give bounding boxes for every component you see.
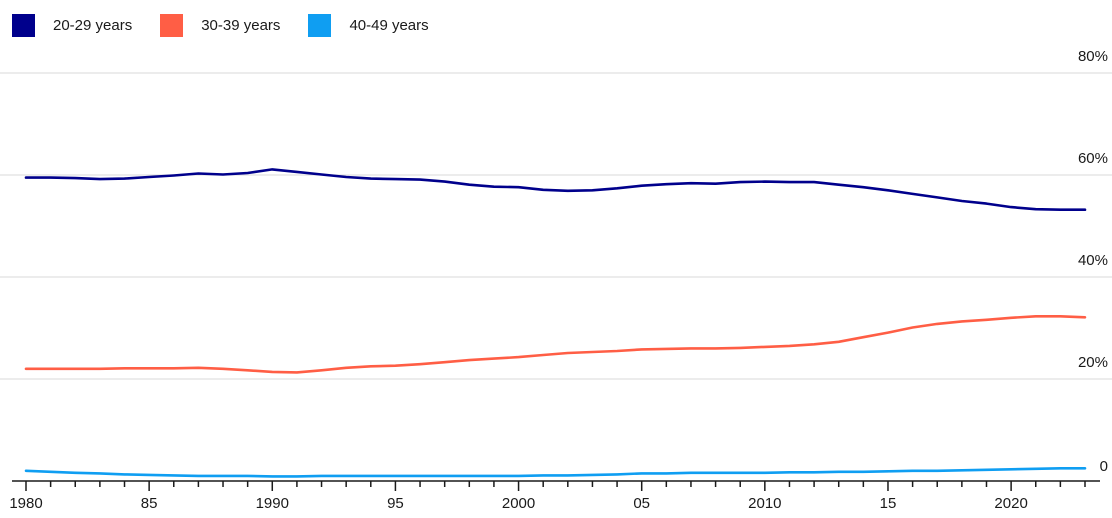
- x-tick-label: 05: [633, 495, 650, 512]
- series-lines: [24, 168, 1087, 478]
- chart-legend: 20-29 years 30-39 years 40-49 years: [12, 14, 457, 37]
- legend-swatch-40-49: [308, 14, 332, 37]
- x-tick-label: 2020: [994, 495, 1027, 512]
- x-tick-label: 1990: [256, 495, 289, 512]
- legend-item-30-39: 30-39 years: [160, 14, 280, 37]
- y-tick-label: 20%: [1078, 354, 1108, 371]
- legend-swatch-20-29: [12, 14, 35, 37]
- legend-item-40-49: 40-49 years: [308, 14, 429, 37]
- y-tick-label: 80%: [1078, 48, 1108, 65]
- gridlines: [0, 72, 1112, 380]
- x-tick-label: 85: [141, 495, 158, 512]
- y-tick-label: 0: [1100, 458, 1108, 475]
- x-axis: 1980 85 1990 95 2000 05 2010 15 2020: [9, 480, 1100, 512]
- y-tick-label: 40%: [1078, 252, 1108, 269]
- x-tick-label: 1980: [9, 495, 42, 512]
- legend-label-30-39: 30-39 years: [201, 17, 281, 34]
- legend-item-20-29: 20-29 years: [12, 14, 132, 37]
- x-tick-label: 2010: [748, 495, 781, 512]
- x-tick-label: 95: [387, 495, 404, 512]
- y-axis-tick-labels: 0 20% 40% 60% 80%: [1078, 48, 1108, 475]
- x-tick-label: 15: [880, 495, 897, 512]
- series-line-40-49-years: [24, 467, 1087, 478]
- x-tick-label: 2000: [502, 495, 535, 512]
- series-line-30-39-years: [24, 315, 1087, 374]
- series-line-20-29-years: [24, 168, 1087, 211]
- y-tick-label: 60%: [1078, 150, 1108, 167]
- legend-label-40-49: 40-49 years: [349, 17, 429, 34]
- legend-swatch-30-39: [160, 14, 184, 37]
- legend-label-20-29: 20-29 years: [53, 17, 133, 34]
